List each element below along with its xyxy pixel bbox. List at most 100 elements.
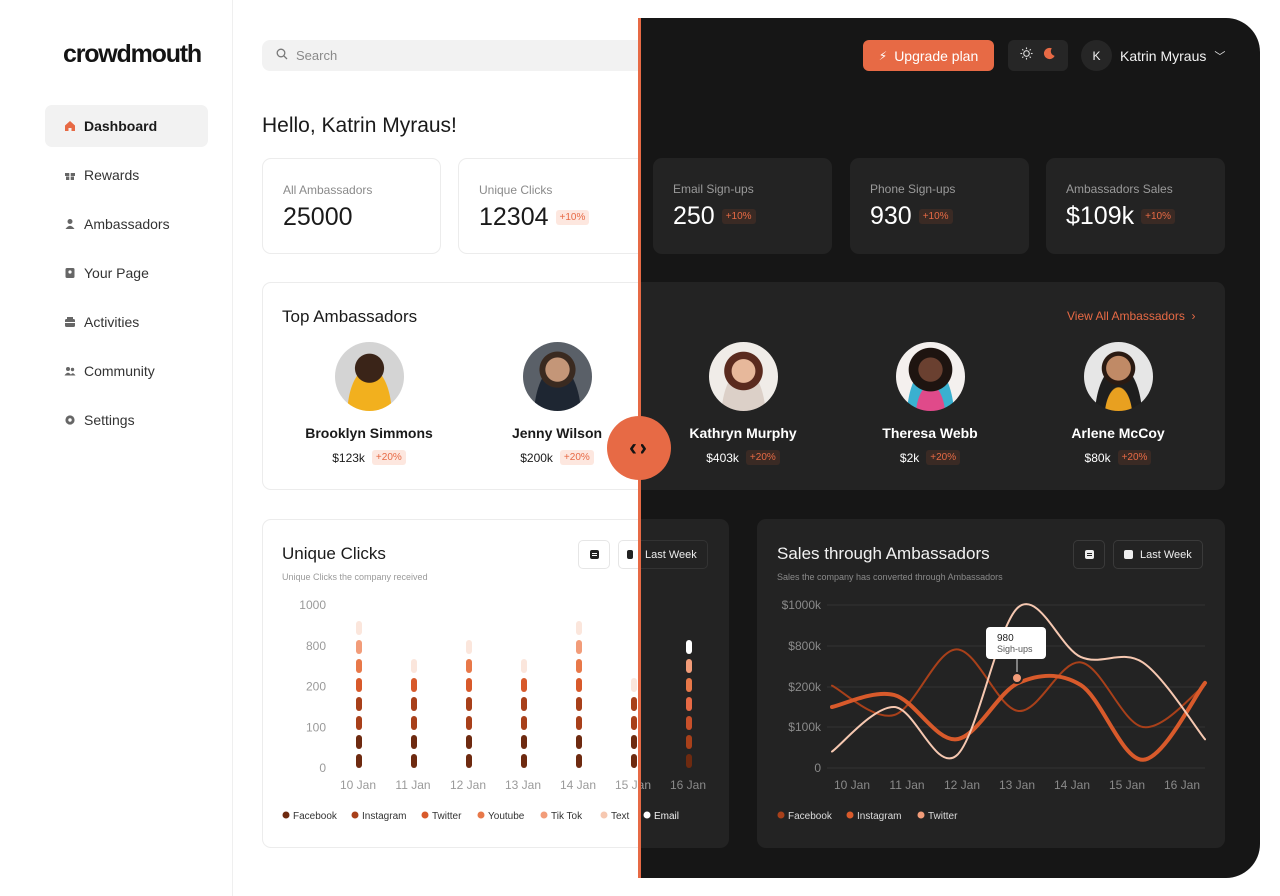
legend-dot (477, 811, 485, 819)
sidebar-item-ambassadors[interactable]: Ambassadors (45, 203, 208, 245)
bar-segment (521, 697, 527, 711)
chevron-right-icon: › (1188, 309, 1196, 323)
period-label: Last Week (645, 548, 697, 561)
sidebar-item-label: Dashboard (84, 118, 158, 134)
stat-value: $109k (1066, 202, 1135, 230)
change-badge: +20% (745, 450, 780, 465)
change-badge: +20% (1117, 450, 1152, 465)
stat-card-phone-signups: Phone Sign-ups 930 +10% (850, 158, 1029, 254)
legend-dot (777, 811, 785, 819)
legend-dot (351, 811, 359, 819)
stat-value: 930 (870, 202, 912, 230)
bar-segment (466, 716, 472, 730)
calendar-icon (1084, 546, 1094, 564)
user-avatar: K (1081, 40, 1112, 71)
ambassador-card[interactable]: Jenny Wilson $200k +20% (467, 342, 647, 465)
user-menu[interactable]: K Katrin Myraus ﹀ (1081, 40, 1225, 71)
sidebar-item-activities[interactable]: Activities (45, 301, 208, 343)
change-badge: +10% (1141, 209, 1175, 224)
unique-clicks-title: Unique Clicks (282, 544, 386, 563)
y-tick-label: 0 (814, 761, 821, 775)
sales-title: Sales through Ambassadors (777, 544, 990, 563)
sidebar-item-label: Activities (84, 314, 140, 330)
bar-segment (686, 754, 692, 768)
y-tick-label: 100 (306, 720, 326, 734)
sidebar-item-community[interactable]: Community (45, 350, 208, 392)
bar-segment (356, 716, 362, 730)
x-tick-label: 12 Jan (450, 778, 486, 792)
sidebar-item-dashboard[interactable]: Dashboard (45, 105, 208, 147)
calendar-button[interactable] (578, 540, 610, 569)
tooltip-marker (1011, 672, 1023, 684)
legend-label: Twitter (928, 811, 958, 822)
sidebar-item-label: Rewards (84, 167, 140, 183)
theme-toggle[interactable] (1008, 40, 1068, 71)
bar-segment (466, 678, 472, 692)
stat-label: All Ambassadors (283, 183, 373, 197)
top-ambassadors-title: Top Ambassadors (282, 307, 418, 326)
stat-value: 250 (673, 202, 715, 230)
bar-segment (576, 659, 582, 673)
period-select[interactable]: Last Week (641, 540, 708, 569)
x-tick-label: 11 Jan (395, 778, 430, 792)
period-button-light[interactable] (618, 540, 640, 569)
ambassador-card[interactable]: Theresa Webb $2k +20% (840, 342, 1020, 465)
stat-card-ambassador-sales: Ambassadors Sales $109k +10% (1046, 158, 1225, 254)
bar-segment (466, 697, 472, 711)
stat-value: 25000 (283, 203, 353, 231)
bar-segment (466, 659, 472, 673)
search-input[interactable] (296, 48, 596, 63)
calendar-icon (627, 550, 633, 559)
sidebar-item-settings[interactable]: Settings (45, 399, 208, 441)
tooltip-value: 980 (997, 633, 1014, 644)
bar-segment (411, 716, 417, 730)
page-greeting: Hello, Katrin Myraus! (262, 114, 457, 137)
stat-card-email-signups: Email Sign-ups 250 +10% (653, 158, 832, 254)
view-all-ambassadors-link[interactable]: View All Ambassadors › (1067, 309, 1196, 323)
user-name: Katrin Myraus (1120, 47, 1207, 64)
calendar-button[interactable] (1073, 540, 1105, 569)
stat-label: Unique Clicks (479, 183, 553, 197)
sales-chart: $1000k $800k $200k $100k 0 10 Jan 11 Jan 12 Jan… (777, 598, 1207, 822)
sidebar-item-your-page[interactable]: Your Page (45, 252, 208, 294)
unique-clicks-subtitle: Unique Clicks the company received (282, 572, 428, 582)
x-tick-label: 16 Jan (1164, 778, 1200, 792)
stat-value: 12304 (479, 203, 549, 231)
bar-segment (686, 697, 692, 711)
bar-segment (576, 640, 582, 654)
x-tick-label: 10 Jan (834, 778, 870, 792)
stat-card-all-ambassadors: All Ambassadors 25000 (262, 158, 441, 254)
bar-segment (356, 640, 362, 654)
sidebar: crowdmouth Dashboard Rewards Ambassadors… (0, 0, 233, 896)
legend-label: Tik Tok (551, 811, 583, 822)
legend-label: Instagram (362, 811, 406, 822)
calendar-icon (589, 546, 599, 564)
theme-divider[interactable] (638, 18, 641, 878)
y-tick-label: $200k (788, 680, 822, 694)
y-tick-label: $100k (788, 720, 822, 734)
legend-label: Twitter (432, 811, 462, 822)
x-tick-label: 14 Jan (1054, 778, 1090, 792)
ambassador-avatar (1083, 342, 1153, 411)
code-brackets-icon: ‹› (629, 434, 649, 462)
sidebar-item-rewards[interactable]: Rewards (45, 154, 208, 196)
moon-icon[interactable] (1043, 47, 1056, 65)
ambassador-amount: $123k (332, 450, 365, 465)
bar-segment (631, 735, 637, 749)
upgrade-plan-button[interactable]: ⚡ Upgrade plan (863, 40, 994, 71)
ambassador-card[interactable]: Arlene McCoy $80k +20% (1028, 342, 1208, 465)
ambassador-amount: $403k (706, 450, 739, 465)
period-select[interactable]: Last Week (1113, 540, 1203, 569)
home-icon (63, 120, 76, 133)
ambassador-card[interactable]: Brooklyn Simmons $123k +20% (279, 342, 459, 465)
sidebar-item-label: Your Page (84, 265, 149, 281)
bar-segment (466, 735, 472, 749)
period-label: Last Week (1140, 548, 1192, 561)
ambassador-card[interactable]: Kathryn Murphy $403k +20% (653, 342, 833, 465)
chevron-down-icon: ﹀ (1214, 50, 1226, 63)
sun-icon[interactable] (1020, 46, 1033, 65)
ambassador-avatar (334, 342, 404, 411)
legend-dot (846, 811, 854, 819)
y-tick-label: 200 (306, 680, 326, 694)
